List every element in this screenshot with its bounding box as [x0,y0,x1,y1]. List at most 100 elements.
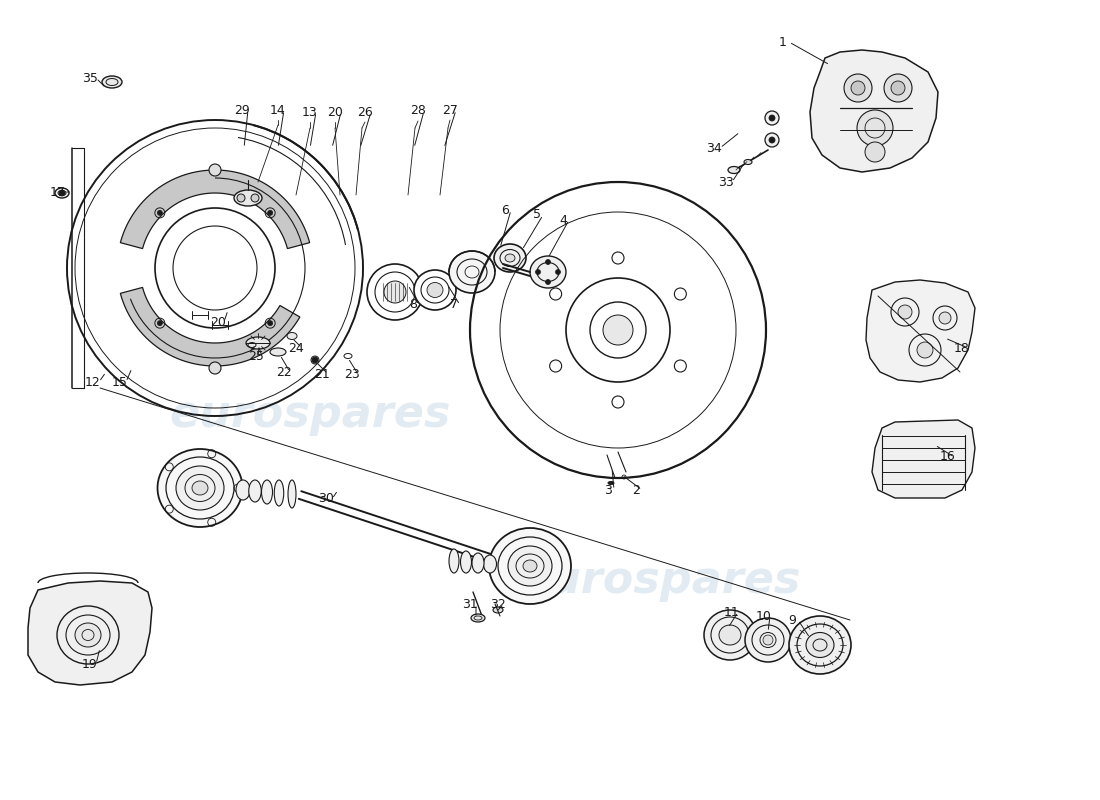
Text: 26: 26 [358,106,373,118]
Ellipse shape [157,449,242,527]
Ellipse shape [262,480,273,504]
Circle shape [157,321,163,326]
Ellipse shape [449,549,459,573]
Text: 13: 13 [302,106,318,118]
Polygon shape [120,287,300,366]
Circle shape [844,74,872,102]
Circle shape [267,321,273,326]
Text: 27: 27 [442,103,458,117]
Circle shape [917,342,933,358]
Text: 14: 14 [271,103,286,117]
Circle shape [865,142,886,162]
Text: 30: 30 [318,493,334,506]
Text: 33: 33 [718,175,734,189]
Ellipse shape [530,256,566,288]
Ellipse shape [806,633,834,658]
Circle shape [769,115,776,121]
Circle shape [898,305,912,319]
Text: 2: 2 [632,483,640,497]
Ellipse shape [490,528,571,604]
Text: 8: 8 [409,298,417,311]
Circle shape [546,259,550,265]
Ellipse shape [505,254,515,262]
Text: 25: 25 [249,350,264,362]
Circle shape [209,164,221,176]
Ellipse shape [375,272,415,312]
Text: 34: 34 [706,142,722,154]
Text: 11: 11 [724,606,740,618]
Polygon shape [872,420,975,498]
Ellipse shape [745,618,791,662]
Ellipse shape [608,482,614,485]
Circle shape [556,270,561,274]
Polygon shape [120,170,310,249]
Text: 17: 17 [51,186,66,198]
Text: eurospares: eurospares [169,394,451,437]
Ellipse shape [471,614,485,622]
Ellipse shape [789,616,851,674]
Ellipse shape [427,282,443,298]
Text: 5: 5 [534,209,541,222]
Ellipse shape [75,623,101,647]
Text: 7: 7 [450,298,458,311]
Ellipse shape [192,481,208,495]
Ellipse shape [236,480,250,500]
Circle shape [312,357,318,363]
Circle shape [764,111,779,125]
Ellipse shape [472,553,484,573]
Ellipse shape [234,190,262,206]
Ellipse shape [367,264,424,320]
Text: 6: 6 [502,203,509,217]
Circle shape [939,312,952,324]
Text: 31: 31 [462,598,477,610]
Ellipse shape [508,546,552,586]
Ellipse shape [522,560,537,572]
Circle shape [603,315,632,345]
Text: 4: 4 [559,214,566,226]
Text: 29: 29 [234,103,250,117]
Text: 22: 22 [276,366,292,378]
Text: 23: 23 [344,367,360,381]
Text: 10: 10 [756,610,772,622]
Circle shape [764,133,779,147]
Ellipse shape [728,166,740,174]
Ellipse shape [484,555,496,573]
Text: 32: 32 [491,598,506,610]
Circle shape [884,74,912,102]
Polygon shape [28,581,152,685]
Circle shape [546,279,550,285]
Circle shape [251,194,258,202]
Ellipse shape [176,466,224,510]
Ellipse shape [461,551,472,573]
Text: 20: 20 [210,315,225,329]
Text: 1: 1 [779,35,786,49]
Text: 28: 28 [410,105,426,118]
Text: 19: 19 [82,658,98,670]
Text: 12: 12 [85,375,101,389]
Circle shape [59,190,65,196]
Ellipse shape [270,348,286,356]
Polygon shape [810,50,938,172]
Ellipse shape [246,337,270,349]
Text: 24: 24 [288,342,304,354]
Ellipse shape [55,188,69,198]
Text: 3: 3 [604,483,612,497]
Circle shape [851,81,865,95]
Text: 16: 16 [940,450,956,463]
Text: 18: 18 [954,342,970,354]
Circle shape [157,210,163,215]
Text: 21: 21 [315,367,330,381]
Ellipse shape [288,480,296,508]
Text: eurospares: eurospares [519,558,801,602]
Circle shape [769,137,776,143]
Text: 35: 35 [82,71,98,85]
Ellipse shape [274,480,284,506]
Ellipse shape [449,251,495,293]
Circle shape [891,81,905,95]
Text: 15: 15 [112,375,128,389]
Ellipse shape [384,281,406,303]
Ellipse shape [744,159,752,165]
Text: 9: 9 [788,614,796,626]
Polygon shape [866,280,975,382]
Ellipse shape [311,356,319,364]
